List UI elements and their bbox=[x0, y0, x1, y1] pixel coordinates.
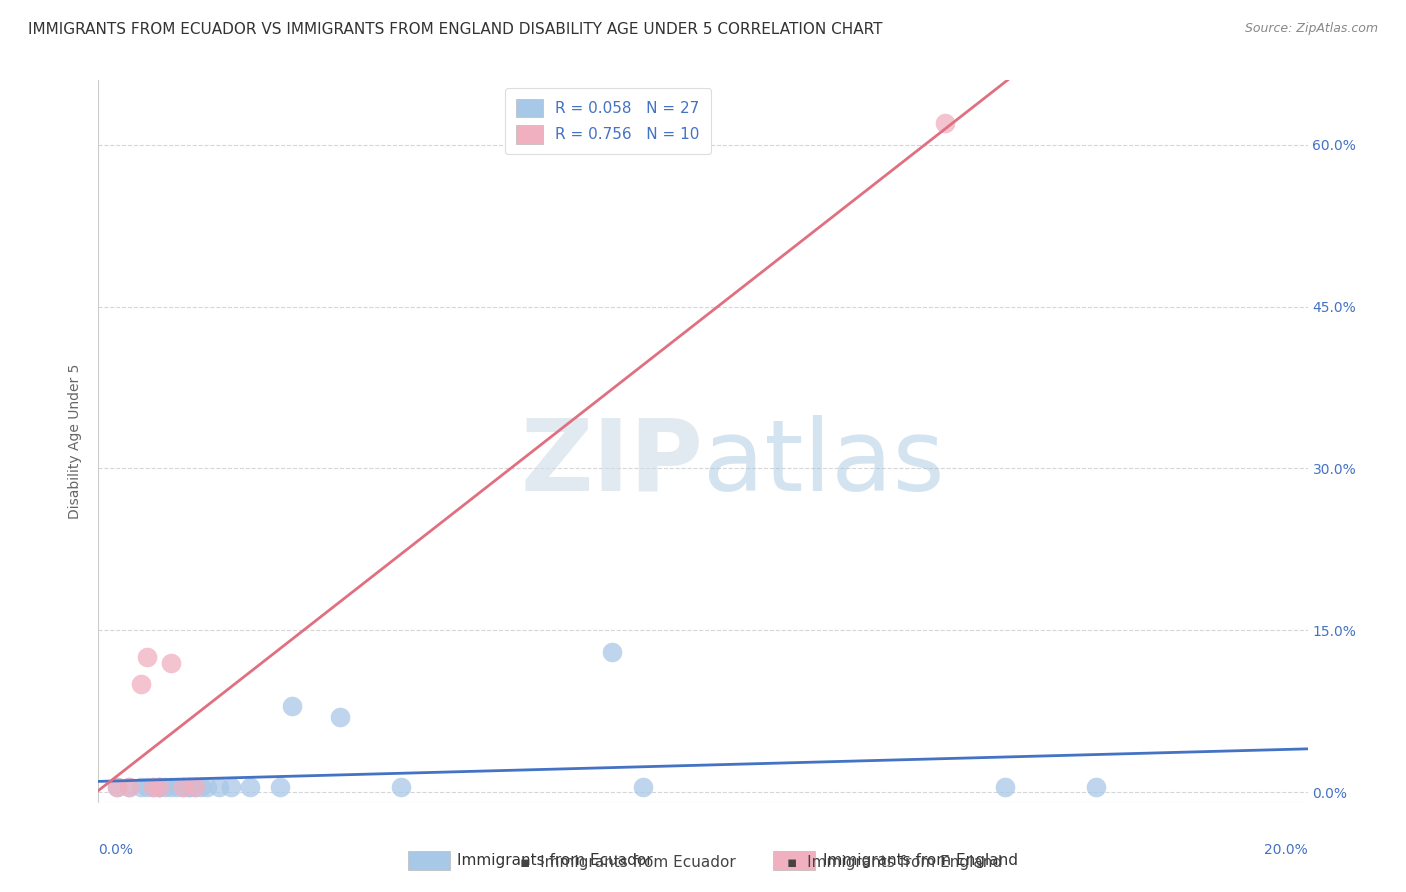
FancyBboxPatch shape bbox=[408, 851, 450, 871]
Point bbox=[184, 780, 207, 794]
Text: 20.0%: 20.0% bbox=[1264, 843, 1308, 856]
Point bbox=[129, 677, 152, 691]
Point bbox=[281, 698, 304, 713]
Point bbox=[148, 780, 170, 794]
Point bbox=[118, 780, 141, 794]
Point bbox=[153, 780, 176, 794]
Text: ▪  Immigrants from Ecuador: ▪ Immigrants from Ecuador bbox=[520, 855, 735, 870]
Point bbox=[221, 780, 243, 794]
Text: Immigrants from Ecuador: Immigrants from Ecuador bbox=[457, 854, 652, 868]
Point bbox=[129, 780, 152, 794]
Point bbox=[172, 780, 194, 794]
Point bbox=[160, 780, 183, 794]
Point bbox=[118, 780, 141, 794]
Point bbox=[329, 709, 352, 723]
Point bbox=[160, 656, 183, 670]
Point bbox=[208, 780, 231, 794]
Point bbox=[148, 780, 170, 794]
Point bbox=[172, 780, 194, 794]
Text: Immigrants from England: Immigrants from England bbox=[823, 854, 1018, 868]
Point bbox=[135, 650, 157, 665]
Text: ZIP: ZIP bbox=[520, 415, 703, 512]
Text: IMMIGRANTS FROM ECUADOR VS IMMIGRANTS FROM ENGLAND DISABILITY AGE UNDER 5 CORREL: IMMIGRANTS FROM ECUADOR VS IMMIGRANTS FR… bbox=[28, 22, 883, 37]
Point bbox=[269, 780, 291, 794]
Text: atlas: atlas bbox=[703, 415, 945, 512]
Point bbox=[105, 780, 128, 794]
Point bbox=[166, 780, 188, 794]
Point bbox=[631, 780, 654, 794]
Text: 0.0%: 0.0% bbox=[98, 843, 134, 856]
Point bbox=[994, 780, 1017, 794]
Point bbox=[148, 780, 170, 794]
Text: ▪  Immigrants from England: ▪ Immigrants from England bbox=[787, 855, 1002, 870]
Text: Source: ZipAtlas.com: Source: ZipAtlas.com bbox=[1244, 22, 1378, 36]
Point bbox=[195, 780, 218, 794]
Point bbox=[184, 780, 207, 794]
Y-axis label: Disability Age Under 5: Disability Age Under 5 bbox=[69, 364, 83, 519]
Point bbox=[239, 780, 262, 794]
Point bbox=[389, 780, 412, 794]
Point bbox=[602, 645, 624, 659]
Point bbox=[1085, 780, 1108, 794]
Point bbox=[105, 780, 128, 794]
Point bbox=[179, 780, 201, 794]
Point bbox=[135, 780, 157, 794]
Point bbox=[190, 780, 212, 794]
Point bbox=[179, 780, 201, 794]
Point bbox=[142, 780, 165, 794]
Legend: R = 0.058   N = 27, R = 0.756   N = 10: R = 0.058 N = 27, R = 0.756 N = 10 bbox=[505, 88, 710, 154]
Point bbox=[934, 116, 956, 130]
FancyBboxPatch shape bbox=[773, 851, 815, 871]
Point bbox=[142, 780, 165, 794]
